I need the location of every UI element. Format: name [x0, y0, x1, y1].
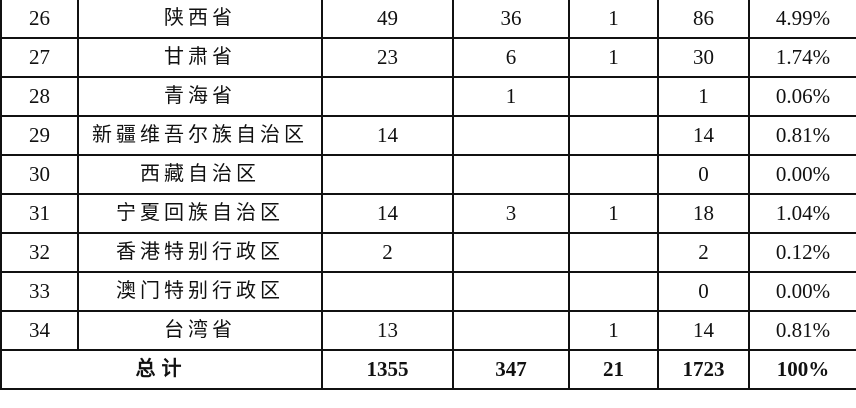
cell-c3 — [568, 115, 659, 156]
total-cell-label: 总计 — [0, 349, 323, 390]
cell-c3: 1 — [568, 0, 659, 39]
cell-pct: 0.00% — [748, 154, 856, 195]
cell-c3 — [568, 232, 659, 273]
cell-no: 26 — [0, 0, 79, 39]
cell-no: 34 — [0, 310, 79, 351]
cell-name: 甘肃省 — [77, 37, 323, 78]
cell-name: 台湾省 — [77, 310, 323, 351]
cell-total: 14 — [657, 115, 750, 156]
cell-c2: 36 — [452, 0, 570, 39]
cell-total: 18 — [657, 193, 750, 234]
cell-c1: 13 — [321, 310, 454, 351]
total-cell-total: 1723 — [657, 349, 750, 390]
cell-total: 0 — [657, 271, 750, 312]
cell-c2 — [452, 310, 570, 351]
cell-c1: 49 — [321, 0, 454, 39]
cell-total: 0 — [657, 154, 750, 195]
cell-c3 — [568, 154, 659, 195]
total-cell-c2: 347 — [452, 349, 570, 390]
total-cell-c3: 21 — [568, 349, 659, 390]
cell-name: 香港特别行政区 — [77, 232, 323, 273]
cell-c3: 1 — [568, 310, 659, 351]
cell-c1: 14 — [321, 193, 454, 234]
total-row: 总计 1355 347 21 1723 100% — [0, 349, 856, 390]
cell-c3: 1 — [568, 37, 659, 78]
cell-c2: 6 — [452, 37, 570, 78]
cell-c2 — [452, 232, 570, 273]
cell-c2: 1 — [452, 76, 570, 117]
cell-total: 14 — [657, 310, 750, 351]
cell-c3: 1 — [568, 193, 659, 234]
cell-name: 陕西省 — [77, 0, 323, 39]
cell-c2: 3 — [452, 193, 570, 234]
province-statistics-table: 26 陕西省 49 36 1 86 4.99% 27 甘肃省 23 6 1 30 1.74% 28 青海省 1 1… — [0, 0, 856, 390]
table-row: 28 青海省 1 1 0.06% — [0, 76, 856, 117]
cell-pct: 1.04% — [748, 193, 856, 234]
cell-pct: 0.12% — [748, 232, 856, 273]
cell-name: 澳门特别行政区 — [77, 271, 323, 312]
total-cell-c1: 1355 — [321, 349, 454, 390]
table-row: 31 宁夏回族自治区 14 3 1 18 1.04% — [0, 193, 856, 234]
cell-pct: 0.81% — [748, 310, 856, 351]
table-row: 30 西藏自治区 0 0.00% — [0, 154, 856, 195]
cell-c3 — [568, 271, 659, 312]
cell-no: 33 — [0, 271, 79, 312]
total-cell-pct: 100% — [748, 349, 856, 390]
table-row: 33 澳门特别行政区 0 0.00% — [0, 271, 856, 312]
cell-c1: 14 — [321, 115, 454, 156]
cell-c3 — [568, 76, 659, 117]
cell-pct: 4.99% — [748, 0, 856, 39]
cell-c2 — [452, 154, 570, 195]
cell-no: 28 — [0, 76, 79, 117]
cell-c1: 23 — [321, 37, 454, 78]
cell-c1 — [321, 76, 454, 117]
cell-c1: 2 — [321, 232, 454, 273]
cell-c1 — [321, 154, 454, 195]
table-row: 32 香港特别行政区 2 2 0.12% — [0, 232, 856, 273]
cell-pct: 0.81% — [748, 115, 856, 156]
cell-total: 30 — [657, 37, 750, 78]
cell-total: 1 — [657, 76, 750, 117]
cell-c1 — [321, 271, 454, 312]
cell-total: 2 — [657, 232, 750, 273]
cell-no: 30 — [0, 154, 79, 195]
cell-total: 86 — [657, 0, 750, 39]
cell-name: 西藏自治区 — [77, 154, 323, 195]
cell-name: 青海省 — [77, 76, 323, 117]
cell-c2 — [452, 271, 570, 312]
cell-name: 新疆维吾尔族自治区 — [77, 115, 323, 156]
table-row: 26 陕西省 49 36 1 86 4.99% — [0, 0, 856, 39]
cell-no: 27 — [0, 37, 79, 78]
cell-pct: 0.00% — [748, 271, 856, 312]
cell-name: 宁夏回族自治区 — [77, 193, 323, 234]
cell-pct: 1.74% — [748, 37, 856, 78]
table-row: 34 台湾省 13 1 14 0.81% — [0, 310, 856, 351]
table-row: 27 甘肃省 23 6 1 30 1.74% — [0, 37, 856, 78]
table-row: 29 新疆维吾尔族自治区 14 14 0.81% — [0, 115, 856, 156]
cell-c2 — [452, 115, 570, 156]
cell-pct: 0.06% — [748, 76, 856, 117]
cell-no: 29 — [0, 115, 79, 156]
cell-no: 32 — [0, 232, 79, 273]
cell-no: 31 — [0, 193, 79, 234]
